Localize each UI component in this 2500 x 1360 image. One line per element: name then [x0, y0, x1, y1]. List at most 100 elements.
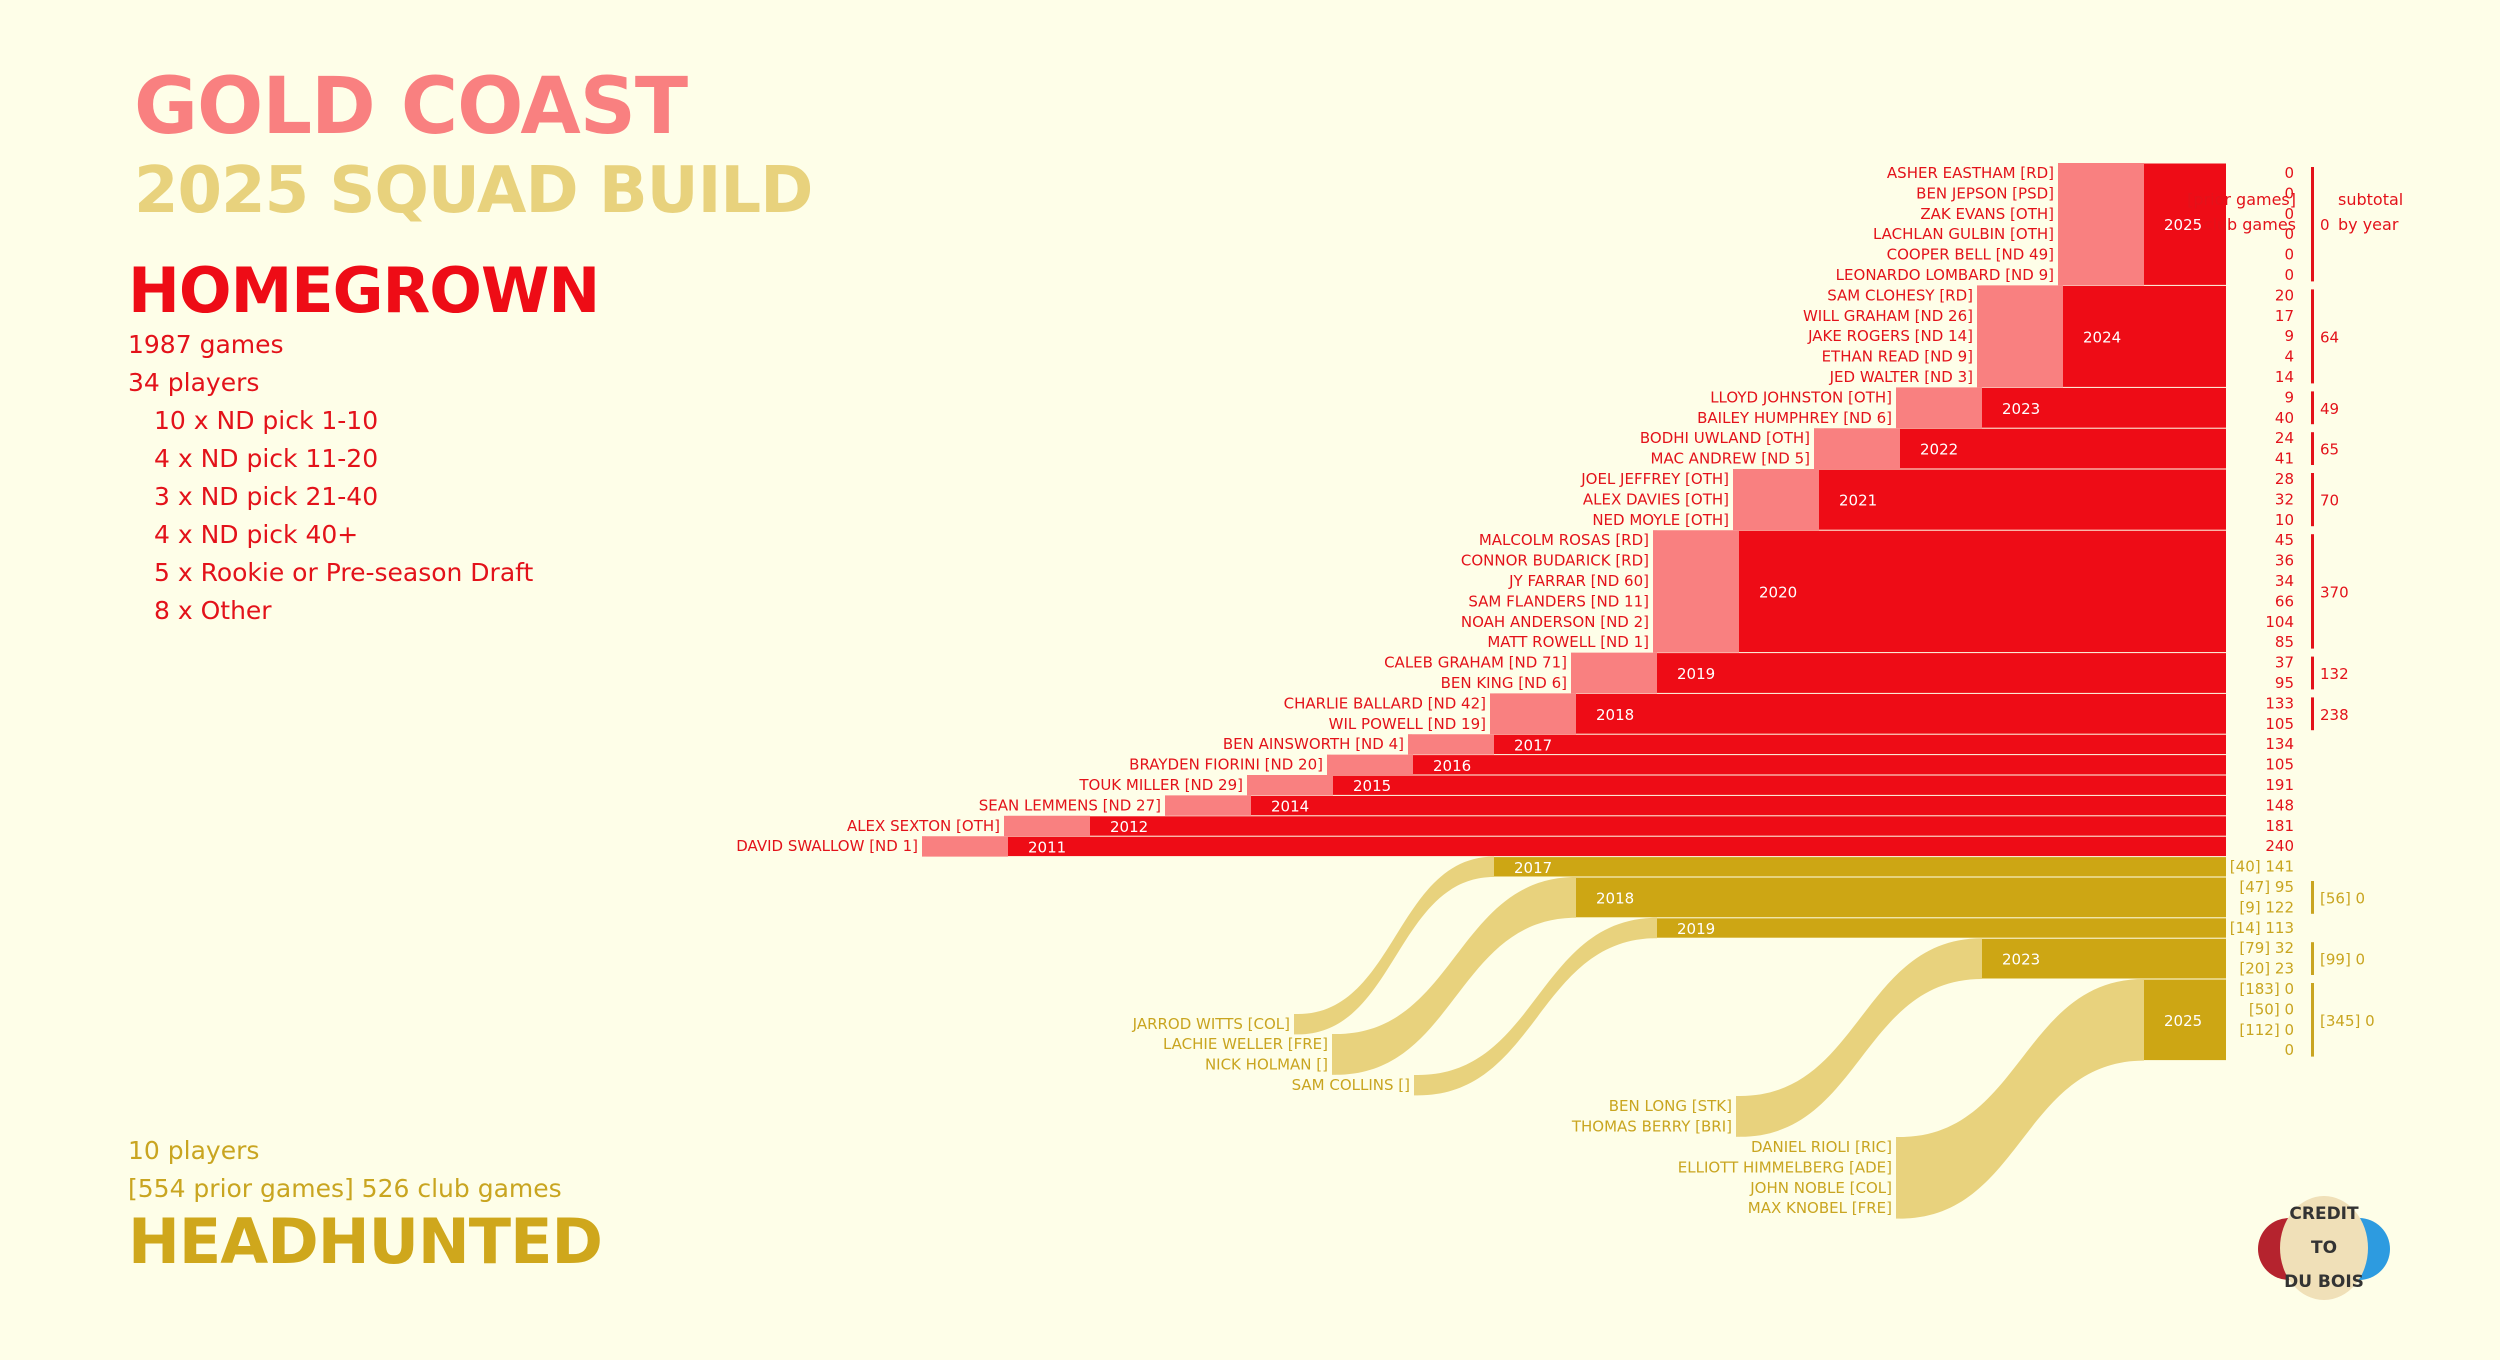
homegrown-bar-label-2021: 2021: [1839, 492, 1877, 510]
headhunted-flow-2023: [1740, 938, 1982, 1137]
homegrown-player-games: 105: [2265, 715, 2294, 733]
headhunted-bar-2018: [1576, 877, 2226, 918]
headhunted-bar-label-2017: 2017: [1514, 859, 1552, 877]
subtotal-header-line1: subtotal: [2338, 190, 2403, 209]
homegrown-player-games: 181: [2265, 817, 2294, 835]
homegrown-player-games: 134: [2265, 735, 2294, 753]
homegrown-bar-label-2025: 2025: [2164, 216, 2202, 234]
homegrown-subtotal-bracket-2018: [2311, 697, 2314, 731]
homegrown-player-name: WIL POWELL [ND 19]: [1329, 715, 1486, 733]
headhunted-player-name: THOMAS BERRY [BRI]: [1571, 1117, 1732, 1135]
headhunted-flow-2025: [1900, 979, 2144, 1219]
homegrown-player-games: 105: [2265, 756, 2294, 774]
games-header-line2: club games: [2204, 215, 2296, 234]
homegrown-subtotal-bracket-2019: [2311, 656, 2314, 690]
headhunted-player-name: ELLIOTT HIMMELBERG [ADE]: [1678, 1158, 1892, 1176]
homegrown-player-games: 240: [2265, 837, 2294, 855]
homegrown-source-tick-2021: [1733, 469, 1737, 531]
headhunted-player-name: SAM COLLINS []: [1292, 1076, 1410, 1094]
homegrown-flow-2011: [926, 836, 1008, 857]
homegrown-breakdown-item: 8 x Other: [154, 596, 272, 625]
homegrown-bar-label-2017: 2017: [1514, 736, 1552, 754]
headhunted-player-games: [183] 0: [2239, 980, 2294, 998]
homegrown-subtotal-bracket-2022: [2311, 432, 2314, 465]
homegrown-bar-label-2018: 2018: [1596, 706, 1634, 724]
headhunted-player-games: [9] 122: [2239, 898, 2294, 916]
homegrown-flow-2014: [1169, 795, 1251, 816]
homegrown-bars: [1008, 163, 2314, 857]
logo-text-line3: DU BOIS: [2284, 1272, 2364, 1292]
page-subtitle: 2025 SQUAD BUILD: [134, 154, 813, 228]
homegrown-player-games: 0: [2284, 225, 2294, 243]
headhunted-subtotal-bracket-2025: [2311, 983, 2314, 1057]
homegrown-player-name: MATT ROWELL [ND 1]: [1487, 633, 1649, 651]
logo-text-line2: TO: [2310, 1238, 2338, 1258]
homegrown-flow-2015: [1251, 775, 1333, 796]
headhunted-subtotal-bracket-2023: [2311, 942, 2314, 975]
headhunted-player-name: JOHN NOBLE [COL]: [1749, 1179, 1892, 1197]
homegrown-player-games: 17: [2275, 307, 2294, 325]
headhunted-bar-label-2023: 2023: [2002, 951, 2040, 969]
homegrown-player-games: 14: [2275, 368, 2294, 386]
homegrown-bar-2025: [2144, 163, 2226, 285]
homegrown-player-name: BODHI UWLAND [OTH]: [1640, 429, 1810, 447]
homegrown-player-name: SAM FLANDERS [ND 11]: [1468, 592, 1649, 610]
homegrown-bar-label-2019: 2019: [1677, 665, 1715, 683]
homegrown-source-tick-2015: [1247, 775, 1251, 796]
games-header-line1: [prior games]: [2187, 190, 2296, 209]
homegrown-player-name: MALCOLM ROSAS [RD]: [1479, 531, 1649, 549]
homegrown-bar-label-2011: 2011: [1028, 838, 1066, 856]
homegrown-subtotal-2023: 49: [2320, 400, 2339, 418]
homegrown-player-games: 41: [2275, 450, 2294, 468]
homegrown-breakdown-item: 5 x Rookie or Pre-season Draft: [154, 558, 534, 587]
headhunted-flows: [1294, 856, 2144, 1219]
homegrown-player-games: 40: [2275, 409, 2294, 427]
headhunted-games: [554 prior games] 526 club games: [128, 1174, 562, 1203]
homegrown-flow-2016: [1331, 754, 1413, 775]
homegrown-player-name: LEONARDO LOMBARD [ND 9]: [1836, 266, 2054, 284]
homegrown-player-games: 34: [2275, 572, 2294, 590]
headhunted-source-tick-2025: [1896, 1137, 1900, 1219]
homegrown-source-tick-2025: [2058, 163, 2062, 286]
homegrown-player-name: JY FARRAR [ND 60]: [1508, 572, 1649, 590]
headhunted-player-name: LACHIE WELLER [FRE]: [1163, 1035, 1328, 1053]
headhunted-bar-label-2019: 2019: [1677, 920, 1715, 938]
homegrown-player-name: ZAK EVANS [OTH]: [1920, 205, 2054, 223]
homegrown-source-tick-2016: [1327, 754, 1331, 775]
homegrown-player-name: LACHLAN GULBIN [OTH]: [1873, 225, 2054, 243]
subtotal-header-line2: by year: [2338, 215, 2399, 234]
homegrown-flows: [922, 163, 2144, 857]
homegrown-player-name: LLOYD JOHNSTON [OTH]: [1710, 388, 1892, 406]
homegrown-player-name: BEN AINSWORTH [ND 4]: [1223, 735, 1404, 753]
headhunted-source-tick-2017: [1294, 1014, 1298, 1035]
headhunted-flow-2018: [1336, 877, 1576, 1075]
headhunted-subtotal-bracket-2018: [2311, 881, 2314, 914]
homegrown-player-games: 45: [2275, 531, 2294, 549]
homegrown-flow-2012: [1008, 815, 1090, 837]
homegrown-source-tick-2014: [1165, 795, 1169, 816]
homegrown-player-name: SAM CLOHESY [RD]: [1827, 286, 1973, 304]
homegrown-source-tick-2018: [1490, 693, 1494, 735]
homegrown-player-name: TOUK MILLER [ND 29]: [1078, 776, 1243, 794]
homegrown-bar-2022: [1900, 428, 2226, 469]
homegrown-player-games: 148: [2265, 796, 2294, 814]
homegrown-bar-label-2015: 2015: [1353, 777, 1391, 795]
homegrown-subtotal-2021: 70: [2320, 492, 2339, 510]
homegrown-bar-2024: [2063, 285, 2226, 387]
homegrown-source-tick-2011: [922, 836, 926, 857]
headhunted-subtotal-2018: [56] 0: [2320, 889, 2365, 907]
homegrown-player-games: 36: [2275, 552, 2294, 570]
homegrown-player-games: 0: [2284, 164, 2294, 182]
homegrown-bar-label-2022: 2022: [1920, 441, 1958, 459]
homegrown-flow-2018: [1494, 693, 1576, 735]
headhunted-player-games: [20] 23: [2239, 960, 2294, 978]
homegrown-player-name: DAVID SWALLOW [ND 1]: [736, 837, 918, 855]
headhunted-bar-2017: [1494, 857, 2226, 877]
headhunted-source-tick-2018: [1332, 1034, 1336, 1075]
logo-center-shape: [2280, 1196, 2368, 1300]
headhunted-subtotal-2023: [99] 0: [2320, 951, 2365, 969]
homegrown-source-tick-2024: [1977, 285, 1981, 388]
headhunted-player-name: DANIEL RIOLI [RIC]: [1751, 1138, 1892, 1156]
headhunted-player-games: [79] 32: [2239, 939, 2294, 957]
homegrown-bar-2014: [1251, 795, 2226, 816]
